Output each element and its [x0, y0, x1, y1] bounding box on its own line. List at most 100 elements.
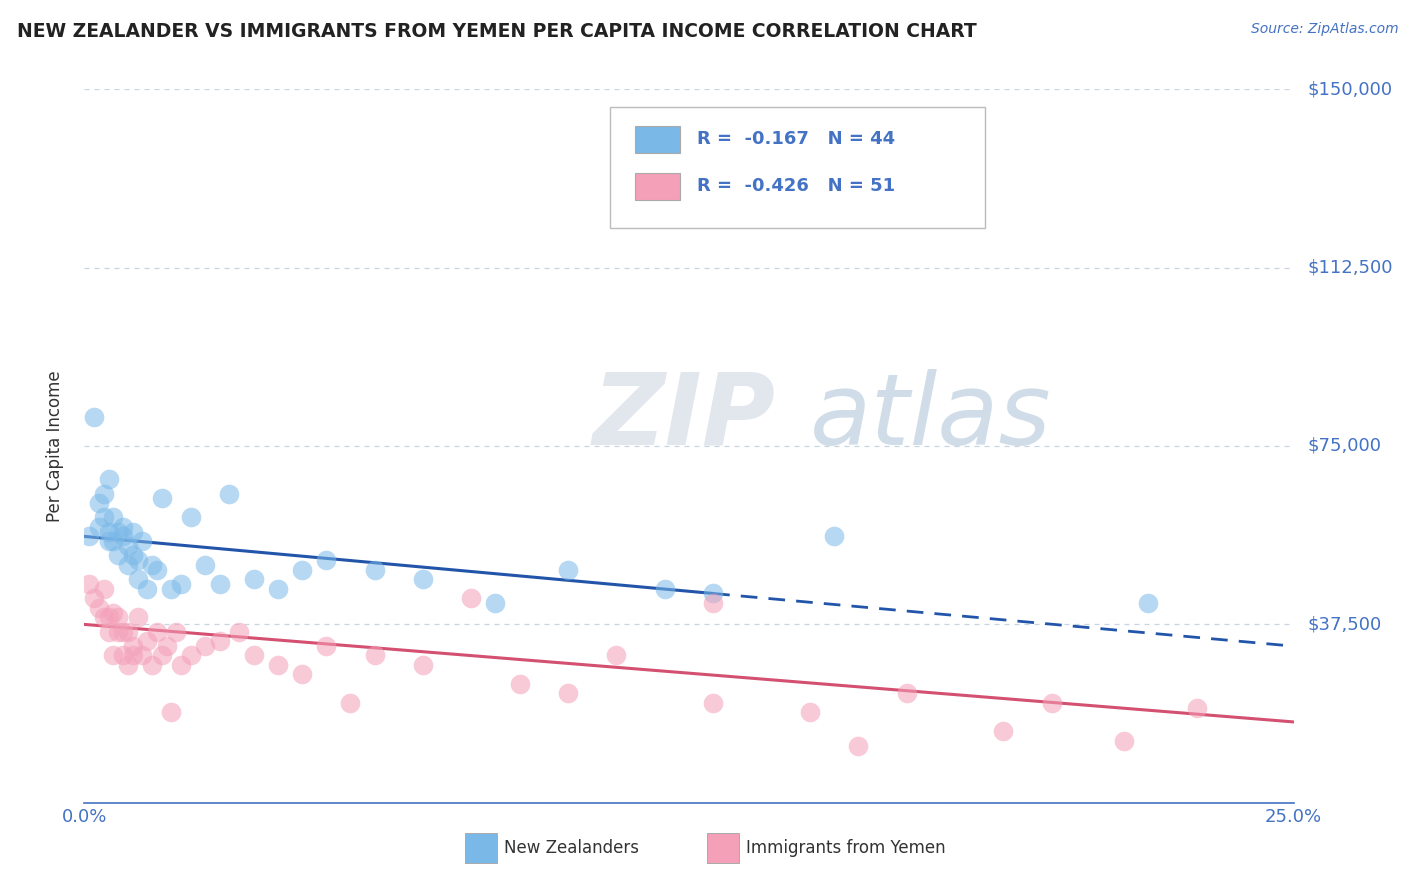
Point — [557, 563, 579, 577]
Point — [180, 510, 202, 524]
Point — [141, 657, 163, 672]
Point — [77, 577, 100, 591]
FancyBboxPatch shape — [465, 833, 496, 863]
Point — [83, 591, 105, 606]
Point — [242, 572, 264, 586]
FancyBboxPatch shape — [707, 833, 738, 863]
Point — [136, 582, 159, 596]
Point — [97, 610, 120, 624]
Point — [363, 563, 385, 577]
Point — [107, 524, 129, 539]
Point — [165, 624, 187, 639]
Point — [993, 724, 1015, 739]
Point — [97, 534, 120, 549]
Point — [117, 558, 139, 572]
Point — [460, 591, 482, 606]
Point — [823, 529, 845, 543]
Point — [146, 624, 169, 639]
Point — [412, 572, 434, 586]
Point — [702, 586, 724, 600]
Point — [846, 739, 869, 753]
Text: $75,000: $75,000 — [1308, 437, 1382, 455]
Point — [702, 596, 724, 610]
Point — [131, 534, 153, 549]
Point — [103, 510, 125, 524]
Point — [127, 610, 149, 624]
Point — [131, 648, 153, 663]
Text: R =  -0.426   N = 51: R = -0.426 N = 51 — [697, 177, 896, 194]
Text: $37,500: $37,500 — [1308, 615, 1382, 633]
Text: Immigrants from Yemen: Immigrants from Yemen — [745, 839, 945, 857]
Point — [121, 639, 143, 653]
Point — [170, 577, 193, 591]
Point — [208, 634, 231, 648]
Point — [83, 410, 105, 425]
Point — [267, 582, 290, 596]
Point — [97, 472, 120, 486]
Point — [291, 563, 314, 577]
Point — [509, 677, 531, 691]
Point — [155, 639, 177, 653]
FancyBboxPatch shape — [634, 173, 681, 200]
Point — [1114, 734, 1136, 748]
Point — [291, 667, 314, 681]
Point — [170, 657, 193, 672]
Point — [1185, 700, 1208, 714]
Text: New Zealanders: New Zealanders — [503, 839, 638, 857]
Point — [107, 624, 129, 639]
Point — [103, 534, 125, 549]
Point — [896, 686, 918, 700]
Point — [194, 558, 217, 572]
Point — [150, 491, 173, 506]
Y-axis label: Per Capita Income: Per Capita Income — [45, 370, 63, 522]
Point — [315, 553, 337, 567]
Point — [1040, 696, 1063, 710]
Point — [117, 539, 139, 553]
Point — [87, 520, 110, 534]
Point — [93, 610, 115, 624]
Point — [127, 553, 149, 567]
Point — [127, 572, 149, 586]
Point — [218, 486, 240, 500]
Text: NEW ZEALANDER VS IMMIGRANTS FROM YEMEN PER CAPITA INCOME CORRELATION CHART: NEW ZEALANDER VS IMMIGRANTS FROM YEMEN P… — [17, 22, 977, 41]
Point — [605, 648, 627, 663]
Point — [150, 648, 173, 663]
Point — [103, 648, 125, 663]
Point — [117, 657, 139, 672]
Point — [121, 549, 143, 563]
Text: R =  -0.167   N = 44: R = -0.167 N = 44 — [697, 130, 896, 148]
Point — [141, 558, 163, 572]
Point — [180, 648, 202, 663]
Point — [121, 524, 143, 539]
FancyBboxPatch shape — [610, 107, 986, 228]
Point — [339, 696, 361, 710]
Point — [112, 648, 135, 663]
Text: atlas: atlas — [810, 369, 1052, 466]
Point — [484, 596, 506, 610]
Point — [121, 648, 143, 663]
Point — [702, 696, 724, 710]
Point — [1137, 596, 1160, 610]
Point — [160, 582, 183, 596]
Point — [412, 657, 434, 672]
FancyBboxPatch shape — [634, 127, 681, 153]
Point — [97, 624, 120, 639]
Text: Source: ZipAtlas.com: Source: ZipAtlas.com — [1251, 22, 1399, 37]
Point — [93, 510, 115, 524]
Point — [93, 486, 115, 500]
Point — [103, 606, 125, 620]
Point — [194, 639, 217, 653]
Point — [315, 639, 337, 653]
Point — [97, 524, 120, 539]
Text: ZIP: ZIP — [592, 369, 775, 466]
Point — [136, 634, 159, 648]
Point — [160, 706, 183, 720]
Point — [146, 563, 169, 577]
Point — [93, 582, 115, 596]
Point — [654, 582, 676, 596]
Point — [799, 706, 821, 720]
Point — [112, 624, 135, 639]
Text: $150,000: $150,000 — [1308, 80, 1392, 98]
Point — [87, 600, 110, 615]
Point — [77, 529, 100, 543]
